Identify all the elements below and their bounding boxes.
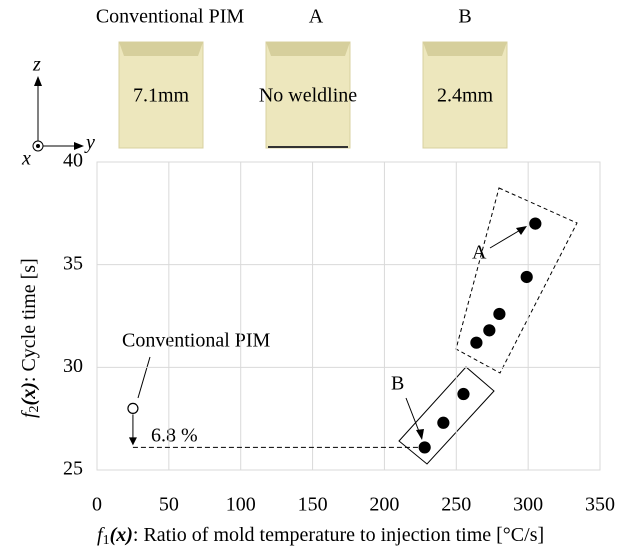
label-part: : Ratio of mold temperature to injection… — [133, 524, 544, 546]
annotation: A — [472, 242, 487, 264]
annotation-arrow — [406, 398, 420, 434]
point — [484, 325, 495, 336]
y-tick-label: 25 — [63, 458, 83, 480]
point — [530, 218, 541, 229]
label-part: (x) — [18, 382, 40, 405]
panel-top — [119, 42, 203, 56]
point — [419, 442, 430, 453]
point — [471, 337, 482, 348]
panel-title: Conventional PIM — [96, 6, 245, 28]
label-part: 2 — [27, 405, 42, 412]
x-tick-label: 50 — [159, 494, 179, 516]
annotation: Conventional PIM — [122, 330, 271, 352]
panel-top — [423, 42, 507, 56]
label-part: (x) — [110, 524, 133, 546]
label-part: : Cycle time [s] — [18, 258, 40, 382]
label-part: 1 — [103, 533, 110, 548]
annotation-arrowhead — [516, 226, 527, 235]
x-tick-label: 250 — [441, 494, 471, 516]
reduction-arrowhead — [129, 437, 137, 445]
x-tick-label: 100 — [226, 494, 256, 516]
icon-arrow — [34, 76, 42, 86]
panel-title: A — [309, 6, 324, 28]
y-tick-label: 35 — [63, 252, 83, 274]
y-tick-label: 30 — [63, 355, 83, 377]
point — [128, 403, 138, 413]
y-tick-label: 40 — [63, 150, 83, 172]
y-axis-label: f2(x): Cycle time [s] — [18, 258, 43, 418]
icon-label: y — [84, 132, 95, 154]
chart: Conventional PIM A B 7.1mm No weldline 2… — [0, 0, 643, 553]
icon-label: z — [32, 54, 41, 76]
x-tick-label: 200 — [369, 494, 399, 516]
point — [438, 417, 449, 428]
point — [521, 271, 532, 282]
x-tick-label: 350 — [585, 494, 615, 516]
x-tick-label: 300 — [513, 494, 543, 516]
annotation: 6.8 % — [151, 425, 198, 447]
panel-text: No weldline — [259, 85, 357, 107]
icon-label: x — [21, 148, 31, 170]
point — [494, 308, 505, 319]
x-axis-label: f1(x): Ratio of mold temperature to inje… — [97, 524, 544, 549]
panel-text: 2.4mm — [437, 85, 494, 107]
panel-text: 7.1mm — [133, 85, 190, 107]
annotation-arrowhead — [416, 429, 424, 440]
annotation-arrow — [490, 229, 522, 248]
x-tick-label: 0 — [92, 494, 102, 516]
icon-origin-dot — [36, 144, 40, 148]
point — [458, 389, 469, 400]
panel-title: B — [458, 6, 471, 28]
page: Conventional PIM A B 7.1mm No weldline 2… — [0, 0, 643, 553]
annotation-arrow — [138, 357, 150, 398]
annotation: B — [391, 373, 404, 395]
panel-top — [266, 42, 350, 56]
x-tick-label: 150 — [298, 494, 328, 516]
axes-icon: z y x — [21, 54, 95, 170]
